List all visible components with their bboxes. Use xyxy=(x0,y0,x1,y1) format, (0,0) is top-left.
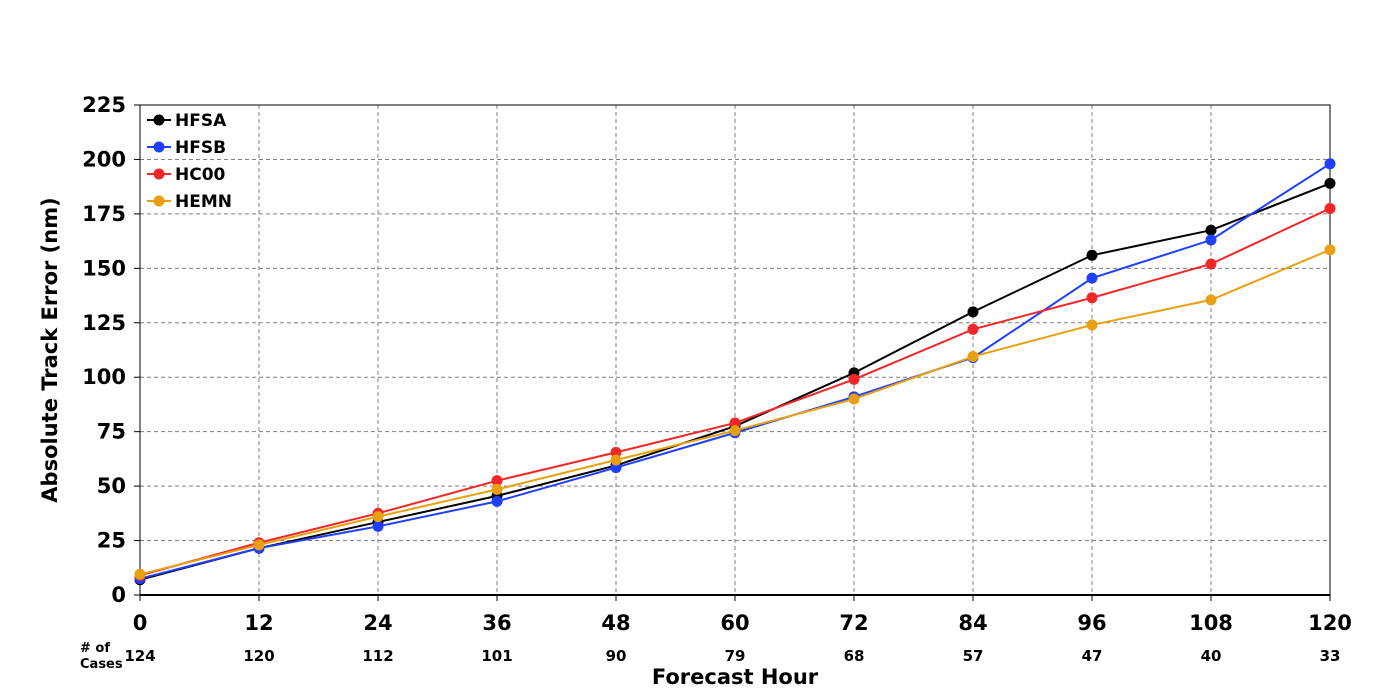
case-count-label: 57 xyxy=(963,647,984,665)
data-point-hemn xyxy=(491,483,503,495)
y-tick-label: 25 xyxy=(97,529,126,553)
data-point-hemn xyxy=(372,511,384,523)
legend-label: HC00 xyxy=(175,165,226,185)
x-tick-labels: 0 12 24 36 48 60 72 84 96 108 120 xyxy=(133,595,1352,635)
x-tick-label: 48 xyxy=(601,611,630,635)
case-count-label: 112 xyxy=(362,647,393,665)
y-axis-title: Absolute Track Error (nm) xyxy=(38,197,62,502)
data-point-hc00 xyxy=(1086,292,1098,304)
data-point-hc00 xyxy=(491,475,503,487)
data-point-hfsb xyxy=(372,520,384,532)
legend-entry-hfsb: HFSB xyxy=(147,138,226,158)
data-point-hemn xyxy=(729,425,741,437)
y-tick-label: 75 xyxy=(97,420,126,444)
x-tick-label: 0 xyxy=(133,611,148,635)
y-tick-label: 150 xyxy=(82,256,126,280)
legend-label: HFSB xyxy=(175,138,226,158)
case-count-label: 40 xyxy=(1201,647,1222,665)
data-point-hemn xyxy=(1205,294,1217,306)
legend: HFSA HFSB HC00 HEMN xyxy=(147,111,232,212)
data-point-hemn xyxy=(253,539,265,551)
y-tick-label: 225 xyxy=(82,93,126,117)
series-hemn xyxy=(134,244,1336,580)
data-point-hc00 xyxy=(729,417,741,429)
legend-label: HFSA xyxy=(175,111,227,131)
x-tick-label: 120 xyxy=(1308,611,1352,635)
legend-entry-hc00: HC00 xyxy=(147,165,226,185)
data-point-hemn xyxy=(967,351,979,363)
data-point-hfsb xyxy=(610,462,622,474)
x-axis-title: Forecast Hour xyxy=(652,665,819,689)
case-count-label: 120 xyxy=(243,647,274,665)
data-point-hemn xyxy=(610,454,622,466)
legend-marker xyxy=(153,114,165,126)
data-point-hfsa xyxy=(1086,249,1098,261)
x-tick-label: 12 xyxy=(244,611,273,635)
case-count-label: 101 xyxy=(481,647,512,665)
y-tick-label: 200 xyxy=(82,147,126,171)
legend-entry-hfsa: HFSA xyxy=(147,111,227,131)
grid-lines xyxy=(140,105,1330,596)
case-count-label: 79 xyxy=(725,647,746,665)
y-tick-label: 50 xyxy=(97,474,126,498)
case-count-label: 68 xyxy=(844,647,865,665)
x-tick-label: 60 xyxy=(720,611,749,635)
x-tick-label: 96 xyxy=(1077,611,1106,635)
y-tick-label: 125 xyxy=(82,311,126,335)
x-tick-label: 84 xyxy=(958,611,987,635)
x-tick-label: 36 xyxy=(482,611,511,635)
y-tick-labels: 0 25 50 75 100 125 150 175 200 225 xyxy=(82,93,140,607)
case-counts: 124 120 112 101 90 79 68 57 47 40 33 xyxy=(124,647,1340,665)
data-point-hfsa xyxy=(967,306,979,318)
data-point-hfsb xyxy=(491,495,503,507)
legend-label: HEMN xyxy=(175,192,232,212)
y-tick-label: 100 xyxy=(82,365,126,389)
case-count-label: 47 xyxy=(1082,647,1103,665)
case-count-label: 124 xyxy=(124,647,155,665)
cases-header-line2: Cases xyxy=(80,657,123,672)
data-point-hfsa xyxy=(1205,224,1217,236)
x-tick-label: 24 xyxy=(363,611,392,635)
data-point-hemn xyxy=(848,393,860,405)
series-layer xyxy=(134,158,1336,586)
legend-marker xyxy=(153,168,165,180)
data-point-hemn xyxy=(134,568,146,580)
data-point-hc00 xyxy=(1205,258,1217,270)
legend-marker xyxy=(153,195,165,207)
legend-entry-hemn: HEMN xyxy=(147,192,232,212)
legend-marker xyxy=(153,141,165,153)
data-point-hfsb xyxy=(1324,158,1336,170)
data-point-hc00 xyxy=(610,446,622,458)
data-point-hemn xyxy=(1324,244,1336,256)
y-tick-label: 175 xyxy=(82,202,126,226)
x-tick-label: 72 xyxy=(839,611,868,635)
case-count-label: 33 xyxy=(1320,647,1341,665)
data-point-hc00 xyxy=(967,323,979,335)
data-point-hemn xyxy=(1086,319,1098,331)
y-tick-label: 0 xyxy=(111,583,126,607)
case-count-label: 90 xyxy=(606,647,627,665)
cases-header-line1: # of xyxy=(80,641,110,656)
data-point-hfsb xyxy=(1086,272,1098,284)
x-tick-label: 108 xyxy=(1189,611,1233,635)
data-point-hc00 xyxy=(1324,202,1336,214)
data-point-hfsb xyxy=(1205,234,1217,246)
data-point-hc00 xyxy=(848,373,860,385)
data-point-hfsa xyxy=(1324,177,1336,189)
